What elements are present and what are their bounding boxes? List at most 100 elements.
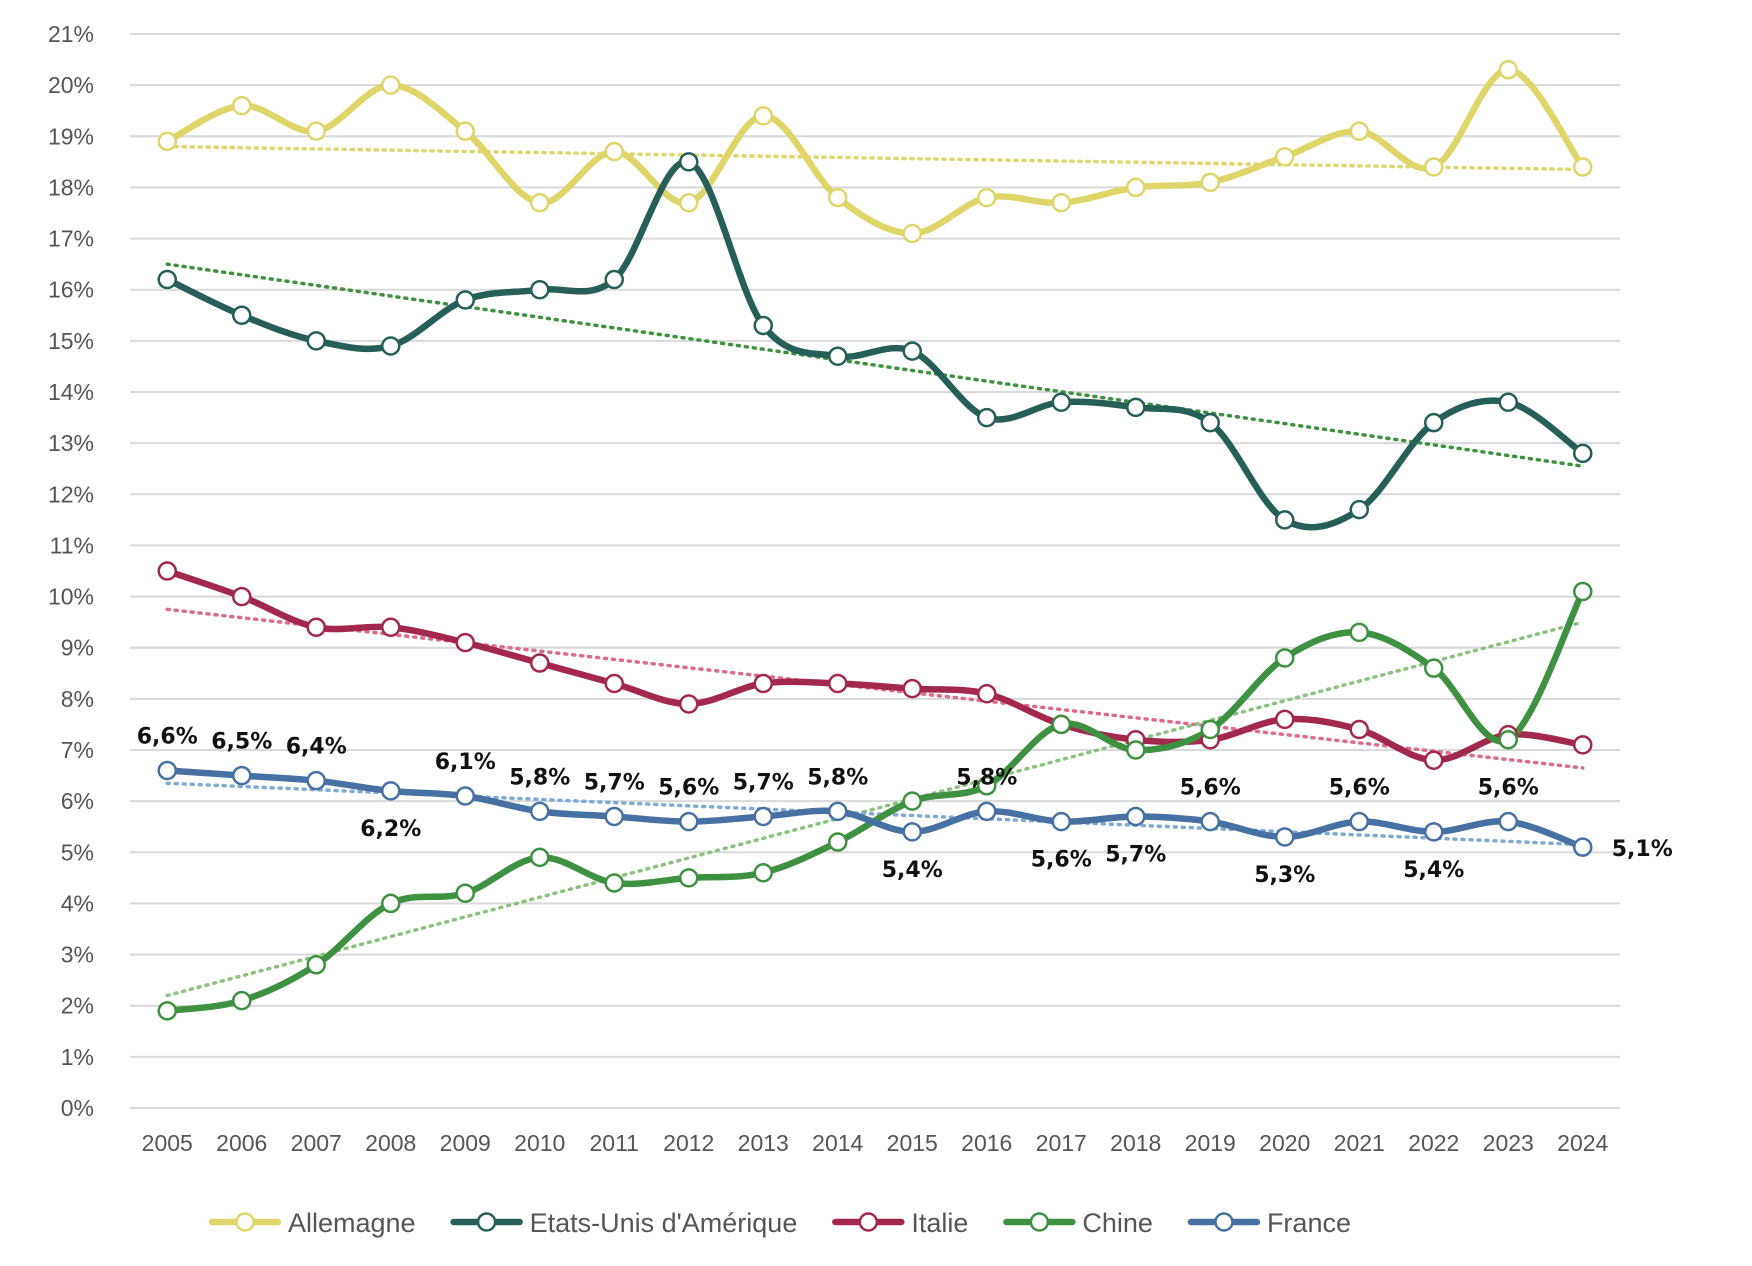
data-point-chine[interactable] [1424, 658, 1444, 678]
data-point-chine[interactable] [1200, 719, 1220, 740]
data-point-france[interactable] [977, 801, 997, 822]
data-point-chine[interactable] [679, 868, 699, 888]
data-point-france[interactable] [1275, 827, 1295, 847]
data-point-chine[interactable] [1349, 622, 1369, 643]
data-point-italie[interactable] [753, 673, 773, 694]
data-point-chine[interactable] [157, 1001, 177, 1021]
data-point-chine[interactable] [977, 776, 997, 796]
data-point-italie[interactable] [530, 653, 550, 673]
data-point-allemagne[interactable] [1200, 172, 1220, 193]
data-point-italie[interactable] [1349, 719, 1369, 740]
data-point-chine[interactable] [1275, 648, 1295, 668]
y-tick-label: 2% [61, 993, 94, 1019]
data-point-france[interactable] [753, 806, 773, 827]
data-point-france[interactable] [232, 765, 252, 786]
data-point-etats-unis-d-amerique[interactable] [828, 346, 848, 366]
data-point-italie[interactable] [455, 632, 475, 653]
data-point-italie[interactable] [1424, 750, 1444, 770]
data-point-chine[interactable] [381, 893, 401, 914]
data-point-allemagne[interactable] [1424, 157, 1444, 177]
data-point-france[interactable] [1051, 811, 1071, 832]
data-point-france[interactable] [1573, 837, 1593, 857]
data-point-france[interactable] [1349, 811, 1369, 832]
data-point-chine[interactable] [1573, 581, 1593, 602]
data-point-allemagne[interactable] [977, 187, 997, 208]
data-point-france[interactable] [1498, 811, 1518, 832]
data-point-allemagne[interactable] [604, 141, 624, 162]
data-point-allemagne[interactable] [455, 121, 475, 141]
data-point-allemagne[interactable] [753, 106, 773, 126]
data-point-italie[interactable] [232, 586, 252, 607]
data-point-chine[interactable] [1126, 740, 1146, 760]
data-point-france[interactable] [306, 770, 326, 791]
data-point-etats-unis-d-amerique[interactable] [1349, 499, 1369, 520]
data-point-etats-unis-d-amerique[interactable] [1424, 412, 1444, 433]
data-point-allemagne[interactable] [1275, 146, 1295, 167]
data-point-etats-unis-d-amerique[interactable] [157, 269, 177, 290]
data-point-allemagne[interactable] [679, 193, 699, 213]
data-point-france[interactable] [1424, 822, 1444, 842]
data-point-etats-unis-d-amerique[interactable] [455, 290, 475, 310]
data-point-france[interactable] [1126, 806, 1146, 827]
data-point-etats-unis-d-amerique[interactable] [977, 407, 997, 428]
data-point-etats-unis-d-amerique[interactable] [902, 341, 922, 361]
data-point-italie[interactable] [902, 678, 922, 699]
data-point-etats-unis-d-amerique[interactable] [679, 152, 699, 172]
y-tick-label: 12% [48, 481, 94, 507]
data-point-italie[interactable] [604, 673, 624, 694]
data-point-italie[interactable] [828, 673, 848, 694]
data-point-italie[interactable] [306, 617, 326, 638]
legend-marker-italie [858, 1212, 879, 1232]
data-point-allemagne[interactable] [381, 75, 401, 95]
data-point-france[interactable] [679, 811, 699, 832]
data-point-allemagne[interactable] [530, 193, 550, 213]
data-point-chine[interactable] [604, 873, 624, 893]
data-point-etats-unis-d-amerique[interactable] [1275, 510, 1295, 530]
data-point-chine[interactable] [1051, 714, 1071, 735]
data-point-etats-unis-d-amerique[interactable] [381, 336, 401, 356]
data-point-allemagne[interactable] [902, 223, 922, 244]
data-point-allemagne[interactable] [1126, 177, 1146, 198]
data-point-france[interactable] [828, 801, 848, 822]
data-point-etats-unis-d-amerique[interactable] [1498, 392, 1518, 412]
data-point-italie[interactable] [679, 694, 699, 714]
data-point-allemagne[interactable] [232, 95, 252, 116]
data-point-allemagne[interactable] [1573, 157, 1593, 177]
data-point-chine[interactable] [455, 883, 475, 903]
data-point-france[interactable] [455, 786, 475, 806]
data-point-etats-unis-d-amerique[interactable] [1051, 392, 1071, 412]
data-point-allemagne[interactable] [1051, 193, 1071, 213]
data-point-allemagne[interactable] [1498, 60, 1518, 80]
data-point-france[interactable] [902, 822, 922, 842]
data-point-italie[interactable] [1573, 735, 1593, 755]
data-point-chine[interactable] [828, 832, 848, 852]
data-point-etats-unis-d-amerique[interactable] [1573, 443, 1593, 464]
data-point-allemagne[interactable] [828, 187, 848, 208]
data-point-etats-unis-d-amerique[interactable] [604, 269, 624, 290]
data-point-etats-unis-d-amerique[interactable] [1126, 397, 1146, 418]
data-point-etats-unis-d-amerique[interactable] [530, 279, 550, 300]
data-point-italie[interactable] [157, 561, 177, 581]
data-point-italie[interactable] [977, 683, 997, 704]
data-point-france[interactable] [381, 781, 401, 801]
data-point-chine[interactable] [1498, 730, 1518, 750]
data-point-chine[interactable] [232, 990, 252, 1011]
data-point-etats-unis-d-amerique[interactable] [306, 331, 326, 351]
data-point-etats-unis-d-amerique[interactable] [753, 315, 773, 336]
data-point-chine[interactable] [306, 955, 326, 975]
data-point-allemagne[interactable] [306, 121, 326, 141]
data-point-italie[interactable] [381, 617, 401, 638]
data-point-chine[interactable] [530, 847, 550, 868]
data-point-allemagne[interactable] [1349, 121, 1369, 141]
data-point-italie[interactable] [1275, 709, 1295, 730]
data-point-etats-unis-d-amerique[interactable] [1200, 412, 1220, 433]
data-point-etats-unis-d-amerique[interactable] [232, 305, 252, 326]
data-point-allemagne[interactable] [157, 131, 177, 152]
y-tick-label: 18% [48, 174, 94, 200]
data-point-chine[interactable] [902, 791, 922, 811]
data-point-france[interactable] [604, 806, 624, 827]
data-point-chine[interactable] [753, 862, 773, 883]
data-point-france[interactable] [1200, 811, 1220, 832]
data-point-france[interactable] [157, 760, 177, 781]
data-point-france[interactable] [530, 801, 550, 822]
